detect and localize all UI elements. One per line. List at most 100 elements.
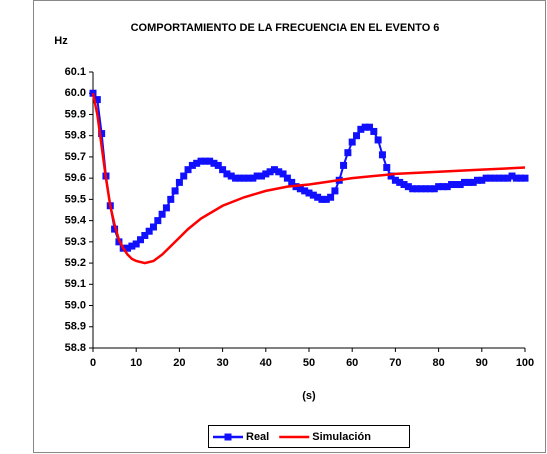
- marker: [93, 96, 101, 104]
- marker: [162, 204, 170, 212]
- marker: [521, 174, 529, 182]
- y-tick-label: 59.2: [65, 257, 86, 269]
- marker: [245, 174, 253, 182]
- x-tick-label: 100: [516, 357, 534, 369]
- marker: [491, 174, 499, 182]
- marker: [167, 195, 175, 203]
- y-tick-label: 59.0: [65, 299, 86, 311]
- marker: [270, 166, 278, 174]
- chart-title: COMPORTAMIENTO DE LA FRECUENCIA EN EL EV…: [131, 22, 440, 34]
- marker: [145, 227, 153, 235]
- y-tick-label: 60.0: [65, 87, 86, 99]
- marker: [201, 157, 209, 165]
- marker: [353, 132, 361, 140]
- marker: [443, 183, 451, 191]
- x-tick-label: 20: [173, 357, 185, 369]
- y-tick-label: 58.8: [65, 342, 86, 354]
- marker: [456, 181, 464, 189]
- y-tick-label: 59.4: [65, 215, 87, 227]
- marker: [128, 242, 136, 250]
- marker: [331, 187, 339, 195]
- legend-label: Real: [246, 431, 269, 443]
- marker: [249, 174, 257, 182]
- marker: [469, 178, 477, 186]
- marker: [387, 172, 395, 180]
- marker: [396, 178, 404, 186]
- marker: [486, 174, 494, 182]
- y-tick-label: 60.1: [65, 66, 86, 78]
- marker: [154, 217, 162, 225]
- marker: [98, 130, 106, 138]
- x-tick-label: 90: [476, 357, 488, 369]
- y-tick-label: 58.9: [65, 321, 86, 333]
- marker: [288, 178, 296, 186]
- marker: [400, 181, 408, 189]
- x-tick-label: 10: [130, 357, 142, 369]
- marker: [391, 176, 399, 184]
- y-tick-label: 59.9: [65, 108, 86, 120]
- marker: [383, 164, 391, 172]
- marker: [262, 170, 270, 178]
- marker: [219, 166, 227, 174]
- marker: [327, 193, 335, 201]
- marker: [275, 168, 283, 176]
- marker: [301, 187, 309, 195]
- y-tick-label: 59.5: [65, 193, 86, 205]
- marker: [197, 157, 205, 165]
- marker: [417, 185, 425, 193]
- marker: [499, 174, 507, 182]
- marker: [448, 181, 456, 189]
- marker: [409, 185, 417, 193]
- x-tick-label: 30: [216, 357, 228, 369]
- marker: [305, 189, 313, 197]
- marker: [236, 174, 244, 182]
- marker: [132, 240, 140, 248]
- marker: [473, 176, 481, 184]
- x-tick-label: 60: [346, 357, 358, 369]
- marker: [361, 123, 369, 131]
- x-tick-label: 70: [389, 357, 401, 369]
- marker: [322, 195, 330, 203]
- marker: [378, 151, 386, 159]
- marker: [206, 157, 214, 165]
- marker: [188, 161, 196, 169]
- marker: [266, 168, 274, 176]
- marker: [482, 174, 490, 182]
- marker: [175, 178, 183, 186]
- marker: [279, 170, 287, 178]
- marker: [465, 178, 473, 186]
- marker: [171, 187, 179, 195]
- marker: [370, 127, 378, 135]
- marker: [512, 174, 520, 182]
- marker: [253, 172, 261, 180]
- marker: [240, 174, 248, 182]
- marker: [344, 149, 352, 157]
- x-tick-label: 0: [90, 357, 96, 369]
- marker: [357, 125, 365, 133]
- marker: [340, 161, 348, 169]
- marker: [137, 236, 145, 244]
- x-tick-label: 50: [303, 357, 315, 369]
- legend-label: Simulación: [312, 431, 371, 443]
- marker: [149, 223, 157, 231]
- marker: [422, 185, 430, 193]
- marker: [210, 159, 218, 167]
- marker: [365, 123, 373, 131]
- marker: [124, 244, 132, 252]
- marker: [257, 172, 265, 180]
- marker: [508, 172, 516, 180]
- marker: [435, 183, 443, 191]
- x-tick-label: 40: [260, 357, 272, 369]
- marker: [404, 183, 412, 191]
- series-line: [91, 92, 526, 265]
- y-tick-label: 59.8: [65, 130, 86, 142]
- y-tick-label: 59.7: [65, 151, 86, 163]
- marker: [184, 166, 192, 174]
- legend-marker: [224, 433, 232, 441]
- marker: [318, 195, 326, 203]
- marker: [296, 185, 304, 193]
- marker: [214, 161, 222, 169]
- marker: [348, 138, 356, 146]
- marker: [227, 172, 235, 180]
